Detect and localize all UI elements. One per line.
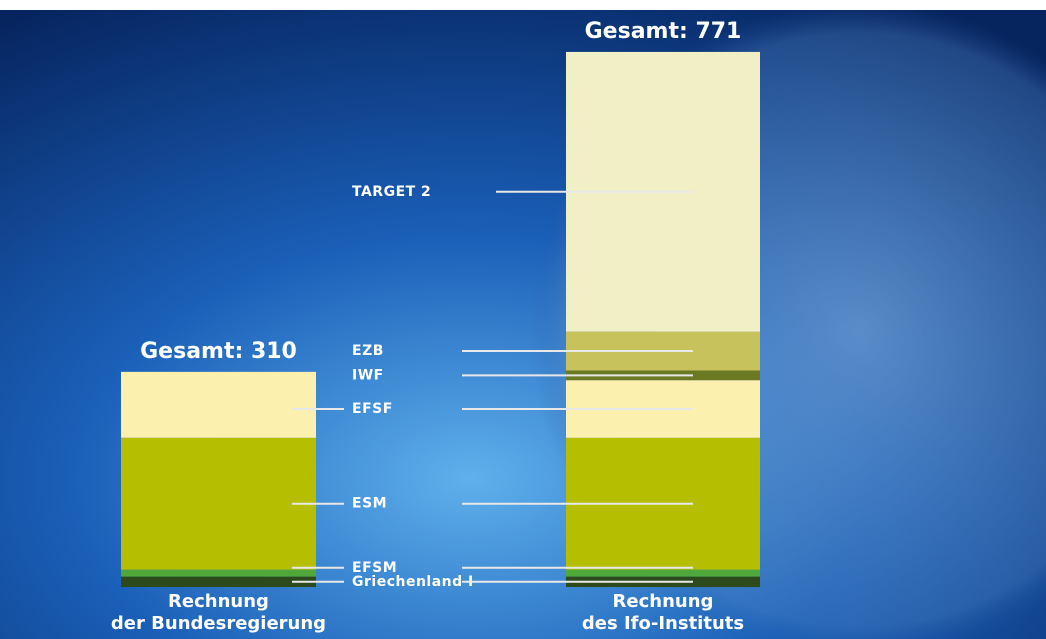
series-label: EFSF xyxy=(352,401,393,417)
top-border xyxy=(0,0,1046,10)
bar-segment xyxy=(121,437,316,570)
category-label: der Bundesregierung xyxy=(111,613,326,634)
series-label: Griechenland I xyxy=(352,574,474,590)
bar-segment xyxy=(121,371,316,438)
series-label: ESM xyxy=(352,496,387,512)
bar-segment xyxy=(566,569,760,577)
category-label: des Ifo-Instituts xyxy=(582,613,744,634)
total-label: Gesamt: 310 xyxy=(140,339,297,364)
series-label: TARGET 2 xyxy=(352,184,431,200)
series-label: EFSM xyxy=(352,560,397,576)
category-label: Rechnung xyxy=(168,591,269,612)
category-label: Rechnung xyxy=(613,591,714,612)
series-label: EZB xyxy=(352,343,384,359)
series-label: IWF xyxy=(352,367,384,383)
bar-segment xyxy=(121,569,316,577)
bar-segment xyxy=(121,576,316,587)
total-label: Gesamt: 771 xyxy=(585,19,742,44)
